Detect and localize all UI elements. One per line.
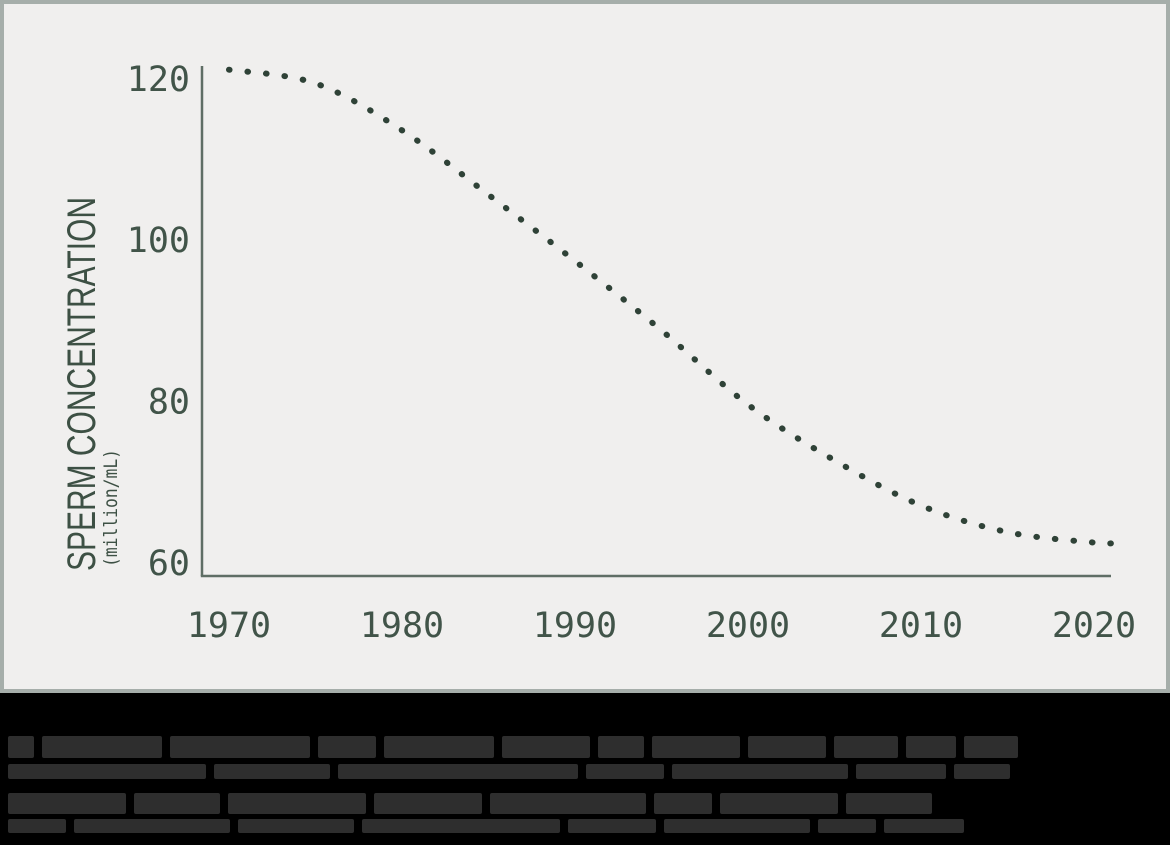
caption-word-block: [906, 736, 956, 758]
caption-word-block: [8, 736, 34, 758]
caption-word-block: [318, 736, 376, 758]
caption-word-block: [654, 793, 712, 814]
caption-word-block: [672, 764, 848, 779]
caption-text-line: [8, 764, 1018, 779]
y-axis-tick-labels: 120 100 80 60: [127, 60, 190, 584]
caption-word-block: [502, 736, 590, 758]
caption-word-block: [818, 819, 876, 833]
caption-word-block: [42, 736, 162, 758]
caption-word-block: [964, 736, 1018, 758]
caption-word-block: [598, 736, 644, 758]
y-tick-label: 80: [148, 383, 190, 423]
caption-word-block: [8, 764, 206, 779]
caption-word-block: [748, 736, 826, 758]
caption-word-block: [834, 736, 898, 758]
caption-word-block: [384, 736, 494, 758]
caption-text-line: [8, 736, 1026, 758]
x-tick-label: 1990: [533, 606, 617, 646]
caption-text-line: [8, 819, 972, 833]
caption-word-block: [170, 736, 310, 758]
y-tick-label: 120: [127, 60, 190, 100]
x-tick-label: 2020: [1052, 606, 1136, 646]
chart-area: 120 100 80 60 1970 1980 1990 2000 2010 2020 SPER…: [60, 60, 1136, 646]
caption-text-line: [8, 793, 940, 814]
caption-word-block: [214, 764, 330, 779]
caption-word-block: [74, 819, 230, 833]
caption-word-block: [362, 819, 560, 833]
caption-word-block: [954, 764, 1010, 779]
y-tick-label: 100: [127, 221, 190, 261]
caption-word-block: [374, 793, 482, 814]
caption-word-block: [338, 764, 578, 779]
x-tick-label: 1970: [187, 606, 271, 646]
trend-dotted-line: [226, 66, 1115, 547]
footer-caption: [0, 693, 1170, 845]
y-axis-title: SPERM CONCENTRATION: [60, 197, 104, 571]
caption-word-block: [238, 819, 354, 833]
caption-word-block: [568, 819, 656, 833]
caption-word-block: [884, 819, 964, 833]
x-tick-label: 2010: [879, 606, 963, 646]
y-tick-label: 60: [148, 544, 190, 584]
caption-word-block: [586, 764, 664, 779]
x-tick-label: 1980: [360, 606, 444, 646]
caption-word-block: [652, 736, 740, 758]
x-axis-tick-labels: 1970 1980 1990 2000 2010 2020: [187, 606, 1136, 646]
chart-card: 120 100 80 60 1970 1980 1990 2000 2010 2020 SPER…: [0, 0, 1170, 693]
caption-word-block: [856, 764, 946, 779]
y-axis-unit-label: (million/mL): [100, 449, 122, 567]
caption-word-block: [228, 793, 366, 814]
caption-word-block: [720, 793, 838, 814]
caption-word-block: [664, 819, 810, 833]
x-tick-label: 2000: [706, 606, 790, 646]
caption-word-block: [846, 793, 932, 814]
caption-word-block: [8, 819, 66, 833]
caption-word-block: [134, 793, 220, 814]
caption-word-block: [490, 793, 646, 814]
caption-word-block: [8, 793, 126, 814]
